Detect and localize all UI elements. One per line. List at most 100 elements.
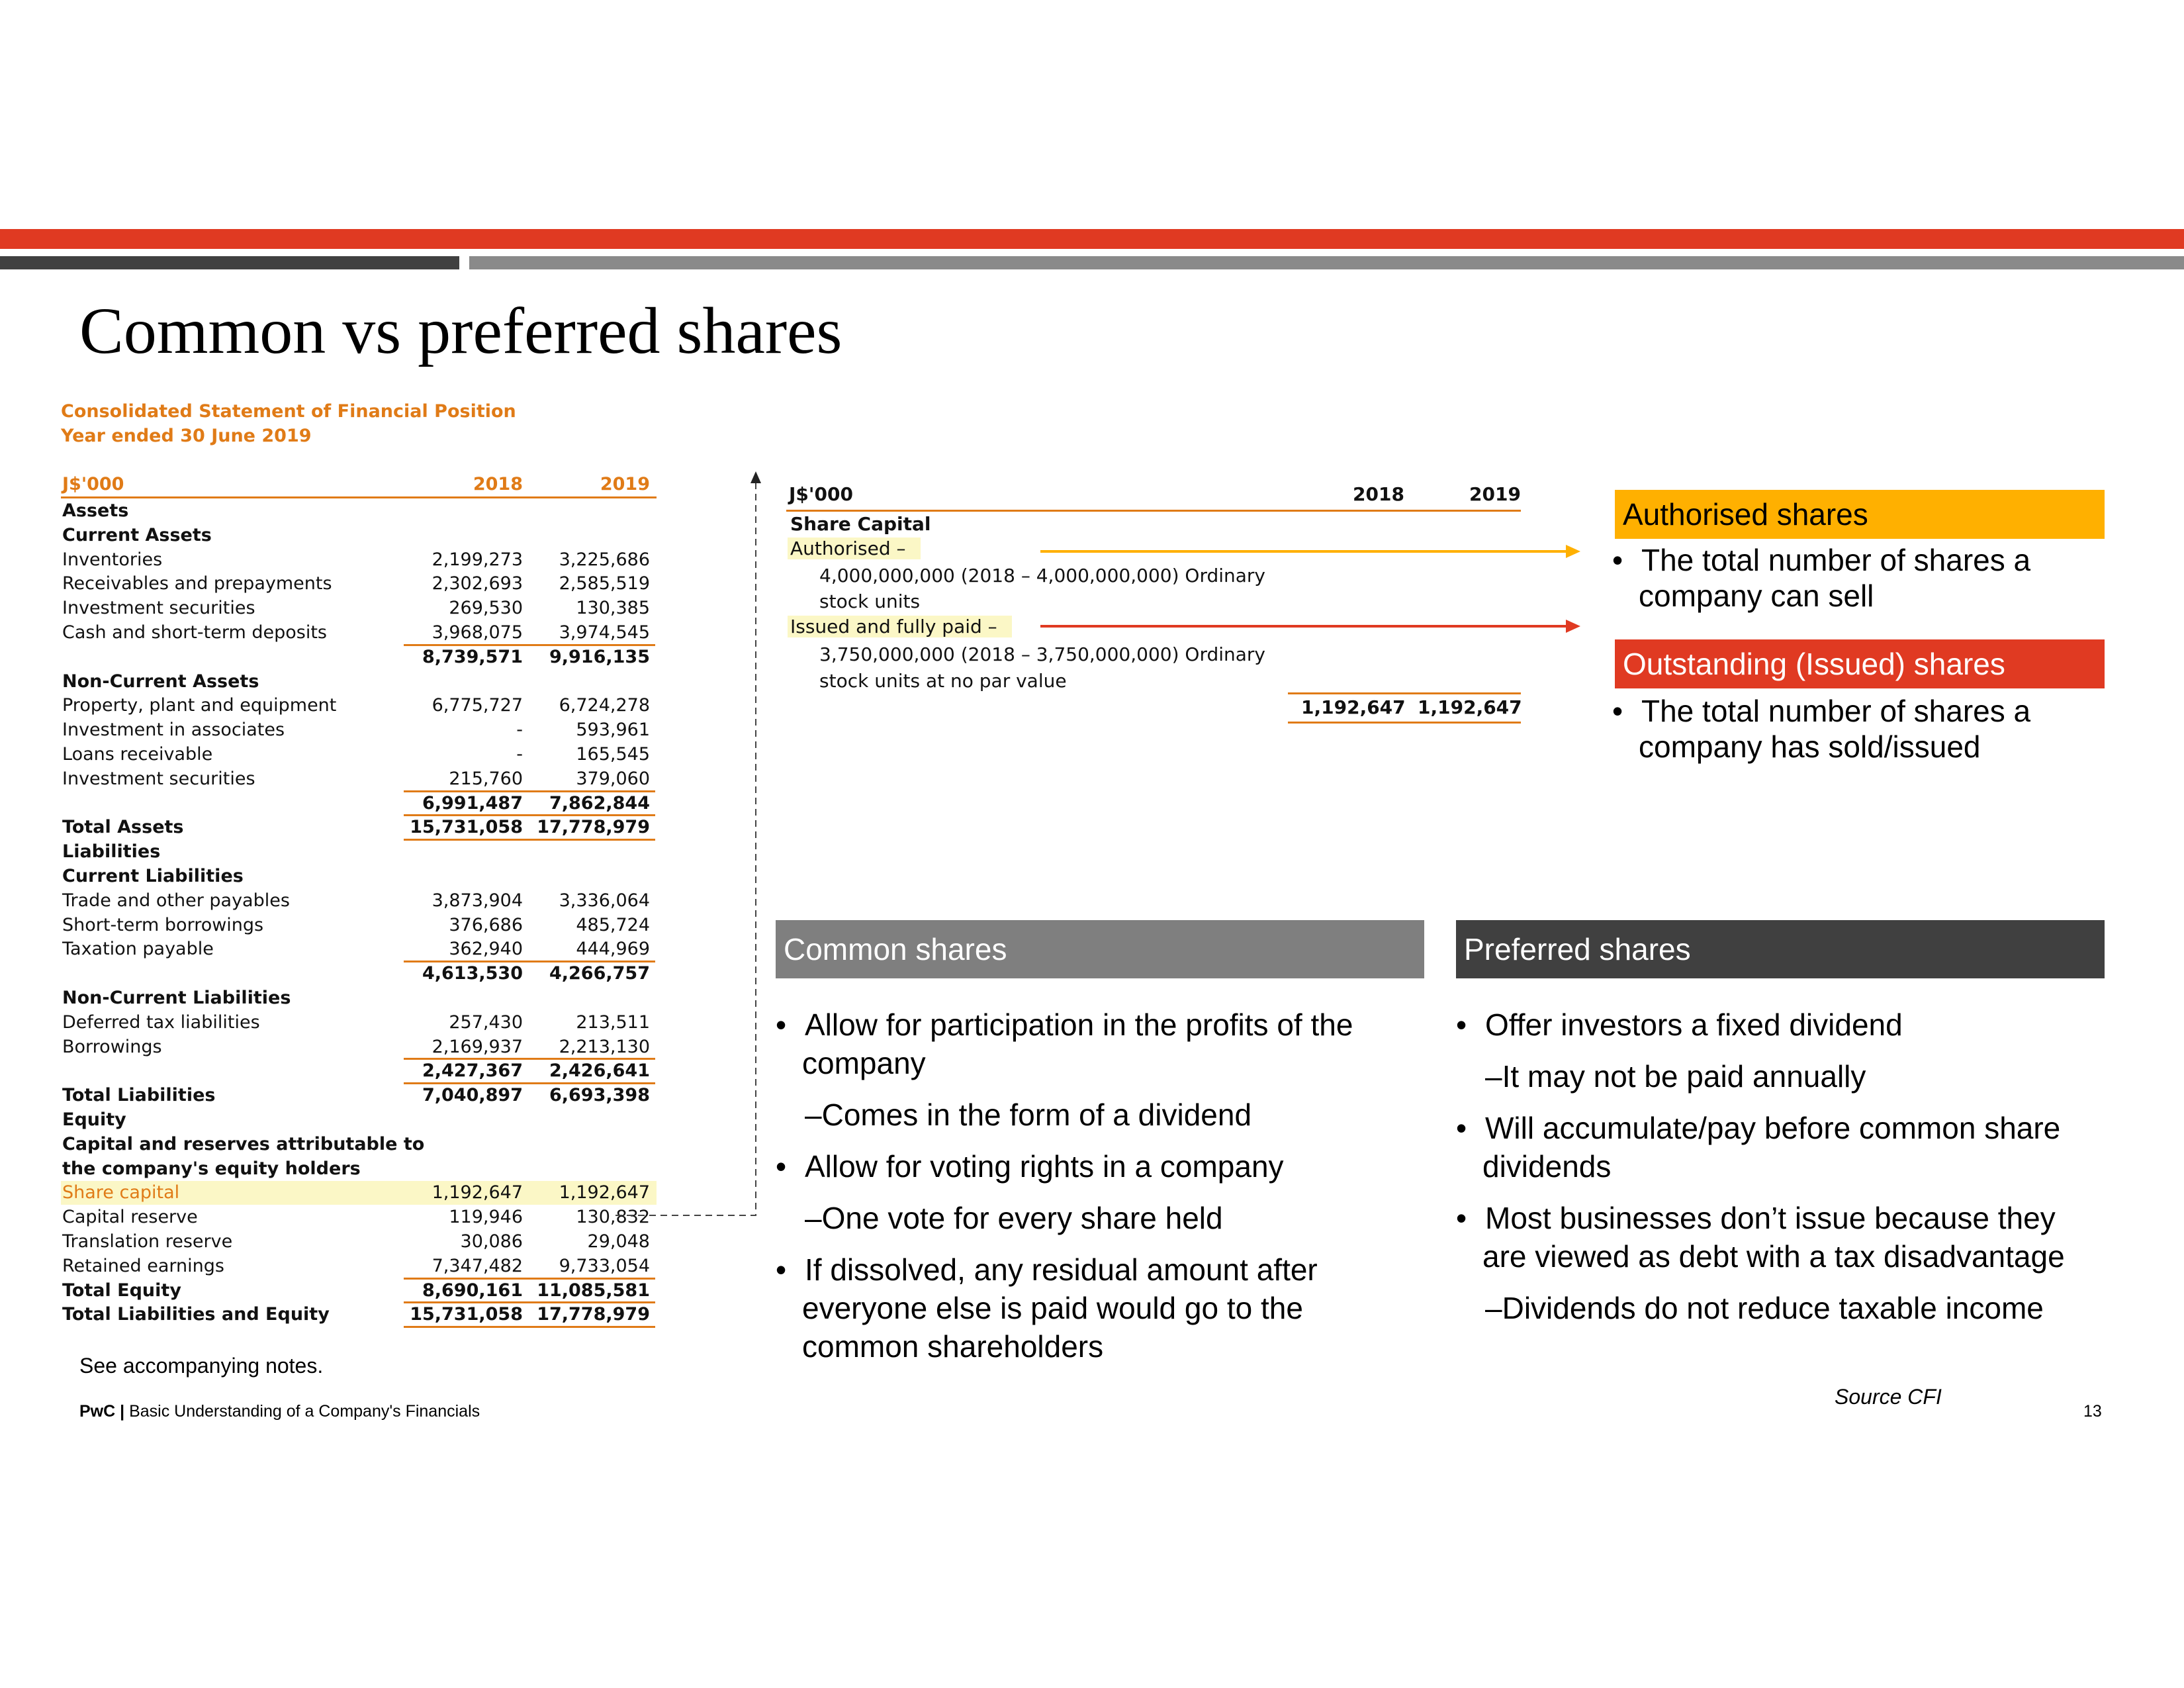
preferred-sub-3-text: Dividends do not reduce taxable income xyxy=(1502,1291,2044,1325)
statement-row-label: Current Assets xyxy=(62,524,212,545)
statement-row-2018: 2,199,273 xyxy=(432,549,523,570)
statement-row-2018: 376,686 xyxy=(449,914,523,935)
statement-row-label: Capital and reserves attributable to xyxy=(62,1133,425,1154)
preferred-bullet-2-line-1: Will accumulate/pay before common share xyxy=(1485,1111,2061,1145)
share-capital-total-2019: 1,192,647 xyxy=(1418,696,1522,718)
statement-row-2018: 215,760 xyxy=(449,768,523,789)
statement-row: Taxation payable 362,940 444,969 xyxy=(61,937,657,961)
statement-row-2019: 1,192,647 xyxy=(559,1182,650,1203)
statement-row-label: Retained earnings xyxy=(62,1255,224,1276)
statement-row-label: Loans receivable xyxy=(62,744,213,765)
statement-row: Total Assets 15,731,058 17,778,979 xyxy=(61,816,657,839)
statement-row: Deferred tax liabilities 257,430 213,511 xyxy=(61,1011,657,1035)
authorised-detail-1: 4,000,000,000 (2018 – 4,000,000,000) Ord… xyxy=(819,565,1265,586)
preferred-bullet-2-line-2: dividends xyxy=(1482,1149,1612,1184)
statement-row-2019: 165,545 xyxy=(576,744,650,765)
statement-row-2019: 17,778,979 xyxy=(537,1304,650,1325)
statement-row: Current Liabilities xyxy=(61,865,657,888)
common-bullet-1-dot: • xyxy=(776,1008,787,1042)
connector-arrowhead xyxy=(751,471,761,483)
statement-row: Liabilities xyxy=(61,840,657,864)
source-note: Source CFI xyxy=(1835,1385,1942,1409)
statement-row: 6,991,487 7,862,844 xyxy=(61,792,657,816)
statement-row-label: Translation reserve xyxy=(62,1231,233,1252)
header-dark-bar xyxy=(0,256,459,269)
statement-row-label: Assets xyxy=(62,500,129,521)
statement-header-rule xyxy=(61,496,657,498)
statement-row-rule xyxy=(404,1082,655,1085)
statement-row-2019: 485,724 xyxy=(576,914,650,935)
share-capital-heading: Share Capital xyxy=(790,513,931,535)
statement-row: Borrowings 2,169,937 2,213,130 xyxy=(61,1035,657,1059)
issued-detail-1: 3,750,000,000 (2018 – 3,750,000,000) Ord… xyxy=(819,643,1265,665)
statement-row-label: Short-term borrowings xyxy=(62,914,264,935)
statement-row: Investment securities 215,760 379,060 xyxy=(61,767,657,791)
statement-row-2019: 2,426,641 xyxy=(549,1060,650,1082)
statement-row-2018: 6,775,727 xyxy=(432,695,523,716)
statement-row-2018: 257,430 xyxy=(449,1011,523,1033)
slide-title: Common vs preferred shares xyxy=(79,294,842,367)
statement-row-2018: 3,968,075 xyxy=(432,622,523,643)
statement-row-2019: 29,048 xyxy=(587,1231,650,1252)
statement-row-label: Deferred tax liabilities xyxy=(62,1011,260,1033)
statement-row-2019: 2,213,130 xyxy=(559,1036,650,1057)
statement-heading-1: Consolidated Statement of Financial Posi… xyxy=(61,401,516,422)
statement-row-2018: 4,613,530 xyxy=(422,963,523,984)
issued-arrowhead xyxy=(1566,620,1580,633)
statement-row: Current Assets xyxy=(61,524,657,547)
statement-row-2019: 4,266,757 xyxy=(549,963,650,984)
statement-row: Trade and other payables 3,873,904 3,336,0… xyxy=(61,889,657,913)
share-capital-currency: J$'000 xyxy=(789,483,853,505)
statement-row-rule xyxy=(404,1301,655,1304)
statement-row-label: Equity xyxy=(62,1109,126,1130)
statement-row-label: Borrowings xyxy=(62,1036,162,1057)
statement-row-2019: 11,085,581 xyxy=(537,1280,650,1301)
statement-row-2018: 30,086 xyxy=(460,1231,523,1252)
authorised-bullet-dot: • xyxy=(1612,543,1623,577)
statement-row-2018: 119,946 xyxy=(449,1207,523,1228)
statement-row-2019: 17,778,979 xyxy=(537,817,650,838)
statement-row: Property, plant and equipment 6,775,727 6,… xyxy=(61,694,657,718)
statement-row-label: Investment securities xyxy=(62,768,255,789)
statement-row: Capital reserve 119,946 130,832 xyxy=(61,1205,657,1229)
statement-row: 2,427,367 2,426,641 xyxy=(61,1059,657,1083)
statement-row-label: Total Equity xyxy=(62,1280,181,1301)
statement-row-2019: 379,060 xyxy=(576,768,650,789)
statement-row-2018: 6,991,487 xyxy=(422,792,523,814)
header-red-bar xyxy=(0,229,2184,249)
statement-row: Non-Current Assets xyxy=(61,670,657,694)
statement-row-2019: 130,832 xyxy=(576,1207,650,1228)
common-bullet-2: Allow for voting rights in a company xyxy=(805,1149,1284,1184)
share-capital-header-rule xyxy=(786,510,1521,512)
statement-row-rule xyxy=(404,1277,655,1280)
dashed-connector xyxy=(615,478,756,1216)
statement-currency: J$'000 xyxy=(62,474,124,494)
statement-row: Translation reserve 30,086 29,048 xyxy=(61,1230,657,1254)
common-sub-2-text: One vote for every share held xyxy=(821,1201,1223,1235)
common-sub-2: –One vote for every share held xyxy=(805,1201,1223,1235)
footer: PwC | Basic Understanding of a Company's… xyxy=(79,1402,480,1421)
statement-row-label: Investment securities xyxy=(62,598,255,619)
preferred-bullet-1: Offer investors a fixed dividend xyxy=(1485,1008,1903,1042)
issued-detail-2: stock units at no par value xyxy=(819,670,1067,692)
common-bullet-3-line-1: If dissolved, any residual amount after xyxy=(805,1252,1318,1287)
share-capital-col-2018: 2018 xyxy=(1353,483,1404,505)
authorised-detail-2: stock units xyxy=(819,590,921,612)
common-bullet-3-line-2: everyone else is paid would go to the xyxy=(802,1291,1303,1325)
statement-row: Investment in associates - 593,961 xyxy=(61,718,657,742)
preferred-shares-header: Preferred shares xyxy=(1456,920,2105,978)
statement-row-2019: 9,733,054 xyxy=(559,1255,650,1276)
statement-row-label: Non-Current Assets xyxy=(62,671,259,692)
outstanding-bullet-dot: • xyxy=(1612,694,1623,728)
common-bullet-1-line-2: company xyxy=(802,1046,926,1080)
statement-row: Share capital 1,192,647 1,192,647 xyxy=(61,1181,657,1205)
statement-row-label: Total Liabilities xyxy=(62,1085,216,1106)
statement-row-rule xyxy=(404,961,655,963)
statement-row-label: the company's equity holders xyxy=(62,1158,361,1179)
common-bullet-3-line-3: common shareholders xyxy=(802,1329,1104,1364)
common-shares-header: Common shares xyxy=(776,920,1424,978)
preferred-bullet-2-dot: • xyxy=(1456,1111,1467,1145)
statement-row-2018: 269,530 xyxy=(449,598,523,619)
statement-row-2019: 593,961 xyxy=(576,720,650,741)
statement-row-rule xyxy=(404,1326,655,1329)
